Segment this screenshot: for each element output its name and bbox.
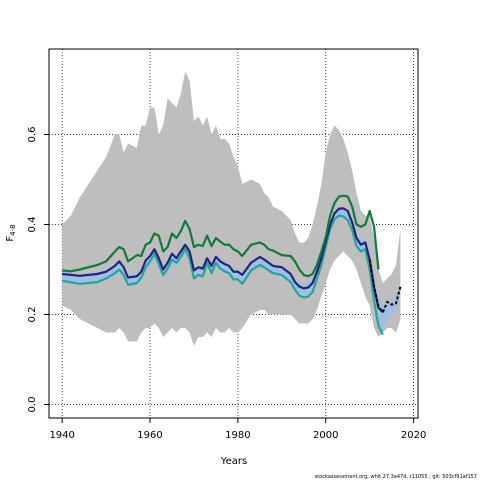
series-line-teal	[61, 214, 384, 336]
grey-confidence-band	[62, 71, 401, 346]
x-tick-label: 2000	[313, 430, 338, 441]
y-axis-label: F4-8	[5, 224, 17, 241]
x-tick-label: 1940	[49, 430, 74, 441]
y-tick-label: 0.0	[27, 397, 38, 413]
y-tick-label: 0.2	[27, 307, 38, 323]
dashed-series-line	[368, 259, 402, 315]
plot-frame	[48, 48, 419, 419]
x-tick-label: 1960	[137, 430, 162, 441]
y-tick-label: 0.4	[27, 217, 38, 233]
x-axis-label: Years	[220, 456, 247, 467]
y-axis-label-main: F	[5, 236, 16, 242]
y-axis-label-sub: 4-8	[9, 224, 17, 235]
footer-text: stockassessment.org, whit.27.3a47d, r110…	[315, 474, 477, 480]
axes: 1940 1960 1980 2000 2020 0.0 0.2 0.4 0.6	[27, 127, 426, 441]
series-line-navy	[62, 207, 384, 314]
x-tick-label: 2020	[401, 430, 426, 441]
series-line-green	[62, 194, 380, 278]
y-tick-label: 0.6	[27, 127, 38, 143]
series-lines	[61, 194, 402, 336]
x-tick-label: 1980	[225, 430, 250, 441]
confidence-bands	[62, 71, 401, 346]
